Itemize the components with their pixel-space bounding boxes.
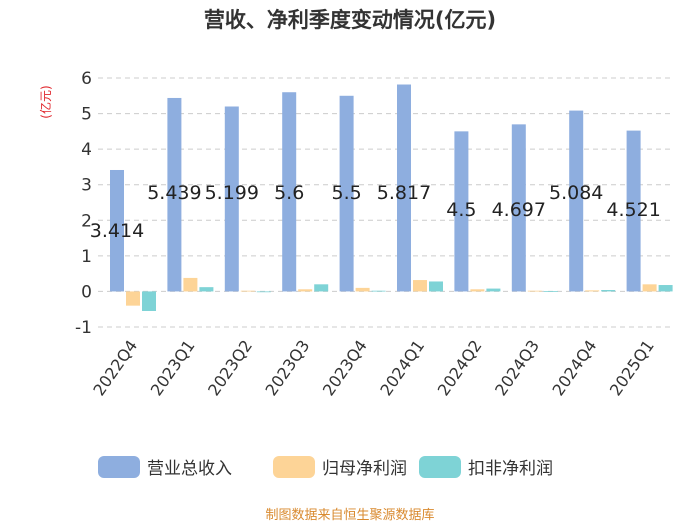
y-tick-label: 1: [81, 247, 92, 267]
legend-swatch: [273, 456, 315, 478]
bar-2023Q2-3: [256, 291, 271, 293]
bar-2024Q4-1: [569, 110, 584, 292]
bar-2024Q4-3: [601, 290, 616, 292]
y-tick-label: 3: [81, 176, 92, 196]
bar-2024Q1-3: [429, 281, 443, 292]
legend: 营业总收入 归母净利润 扣非净利润: [98, 456, 553, 479]
bar-2023Q4-2: [355, 287, 370, 292]
bar-2023Q1-2: [183, 277, 198, 292]
x-tick-label: 2022Q4: [89, 336, 141, 399]
y-axis-ticks: -1 0 1 2 3 4 5 6: [75, 69, 92, 338]
data-label: 4.697: [492, 199, 546, 221]
legend-label: 扣非净利润: [468, 459, 553, 479]
bar-2025Q1-2: [642, 284, 657, 292]
y-tick-label: 4: [81, 140, 92, 160]
bar-2023Q1-3: [199, 287, 214, 292]
y-tick-label: 0: [81, 282, 92, 302]
x-axis-ticks: 2022Q4 2023Q1 2023Q2 2023Q3 2023Q4 2024Q1 2024…: [89, 336, 658, 399]
bar-2024Q1-2: [413, 280, 427, 292]
y-tick-label: 5: [81, 105, 92, 125]
bar-2022Q4-1: [110, 169, 124, 292]
legend-label: 营业总收入: [147, 459, 232, 479]
data-label: 5.5: [331, 182, 361, 204]
x-tick-label: 2023Q3: [261, 336, 313, 399]
bar-2023Q2-2: [240, 290, 255, 292]
x-tick-label: 2024Q4: [548, 336, 600, 399]
bar-2023Q1-1: [167, 97, 182, 292]
data-label: 4.5: [446, 199, 476, 221]
chart-title: 营收、净利季度变动情况(亿元): [204, 8, 496, 32]
x-tick-label: 2024Q1: [376, 336, 428, 399]
bar-2023Q3-2: [298, 289, 313, 292]
bar-2024Q2-1: [454, 131, 469, 292]
bar-2022Q4-2: [126, 291, 140, 306]
data-label: 5.084: [549, 182, 603, 204]
x-tick-label: 2024Q2: [434, 336, 486, 399]
legend-label: 归母净利润: [322, 459, 407, 479]
bar-2023Q3-1: [282, 92, 297, 292]
y-tick-label: 6: [81, 69, 92, 89]
y-axis-unit: (亿元): [38, 85, 53, 118]
bar-2023Q2-1: [224, 106, 239, 292]
bar-2024Q2-2: [470, 289, 485, 292]
x-tick-label: 2024Q3: [491, 336, 543, 399]
bars: [110, 84, 673, 311]
data-label: 5.6: [274, 182, 304, 204]
data-label: 3.414: [90, 220, 144, 242]
data-label: 4.521: [606, 199, 660, 221]
footer-source: 制图数据来自恒生聚源数据库: [265, 507, 434, 523]
bar-2023Q4-1: [339, 95, 354, 292]
legend-swatch: [98, 456, 140, 478]
bar-2024Q1-1: [397, 84, 411, 292]
x-tick-label: 2023Q2: [204, 336, 256, 399]
bar-2024Q3-1: [511, 124, 526, 292]
x-tick-label: 2023Q4: [319, 336, 371, 399]
bar-2024Q3-3: [543, 291, 558, 292]
data-label: 5.199: [205, 182, 259, 204]
y-tick-label: -1: [75, 318, 92, 338]
data-label: 5.817: [377, 182, 431, 204]
bar-2025Q1-3: [658, 285, 673, 292]
bar-2024Q2-3: [486, 288, 501, 292]
x-tick-label: 2025Q1: [606, 336, 658, 399]
bar-2025Q1-1: [626, 130, 641, 292]
x-tick-label: 2023Q1: [147, 336, 199, 399]
y-tick-label: 2: [81, 211, 92, 231]
bar-2022Q4-3: [142, 291, 156, 311]
legend-swatch: [419, 456, 461, 478]
bar-2024Q4-2: [585, 290, 600, 292]
bar-2023Q3-3: [314, 284, 329, 292]
data-label: 5.439: [147, 182, 201, 204]
bar-2023Q4-3: [371, 290, 386, 292]
bar-2024Q3-2: [527, 290, 542, 292]
